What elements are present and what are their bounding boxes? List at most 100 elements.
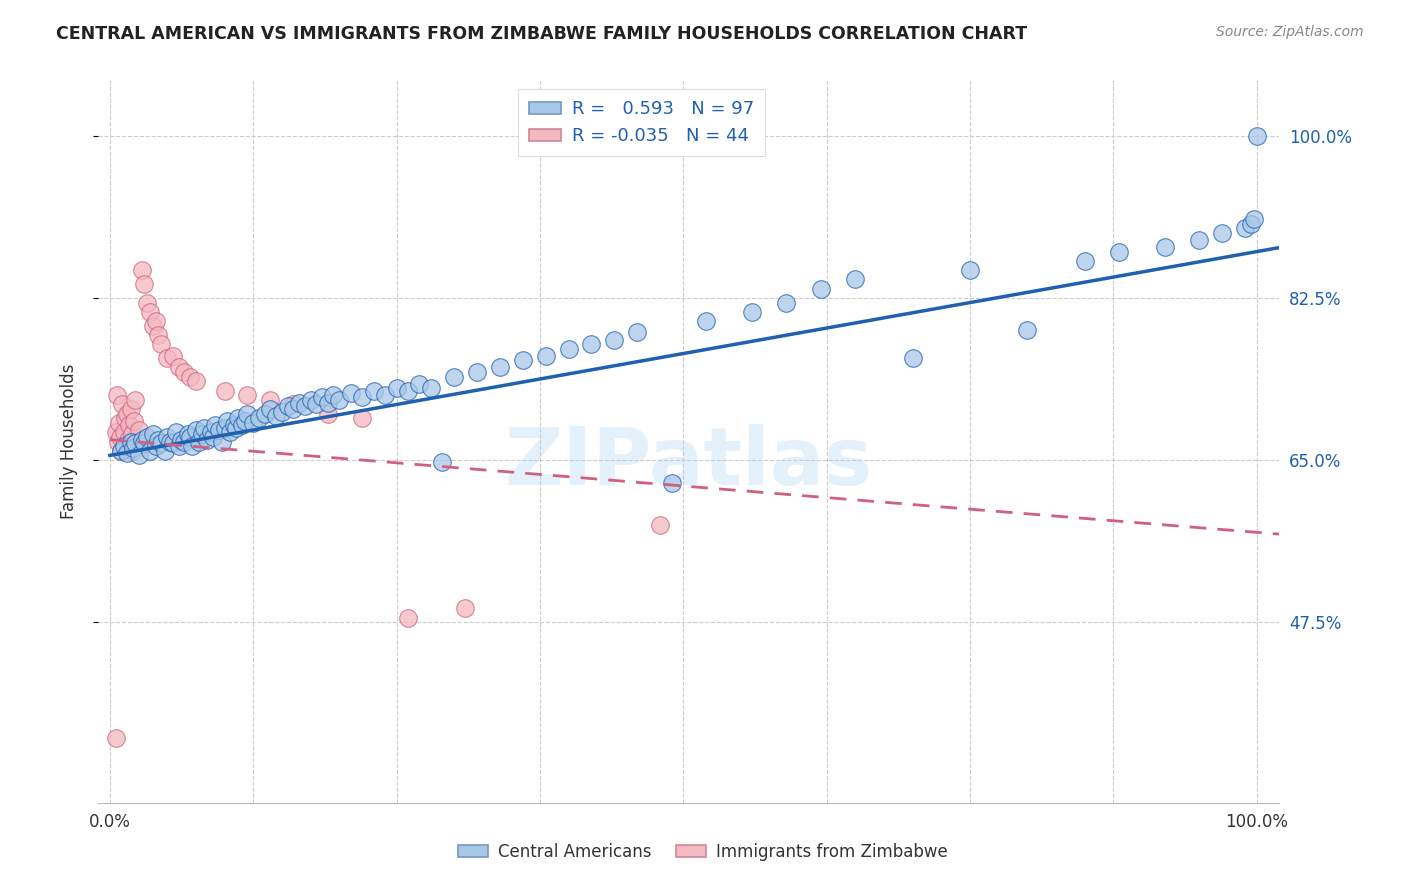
Point	[145, 314, 167, 328]
Point	[222, 417, 245, 432]
Point	[110, 443, 132, 458]
Point	[177, 427, 200, 442]
Point	[211, 434, 233, 449]
Point	[259, 392, 281, 407]
Point	[214, 384, 236, 398]
Point	[122, 414, 145, 428]
Point	[1243, 212, 1265, 227]
Point	[901, 351, 924, 366]
Point	[233, 414, 256, 428]
Point	[173, 434, 195, 449]
Point	[162, 349, 184, 363]
Y-axis label: Family Households: Family Households	[59, 364, 77, 519]
Point	[193, 420, 215, 434]
Point	[226, 411, 249, 425]
Point	[108, 430, 131, 444]
Point	[142, 318, 165, 333]
Point	[190, 427, 212, 442]
Point	[170, 433, 193, 447]
Point	[959, 263, 981, 277]
Text: CENTRAL AMERICAN VS IMMIGRANTS FROM ZIMBABWE FAMILY HOUSEHOLDS CORRELATION CHART: CENTRAL AMERICAN VS IMMIGRANTS FROM ZIMB…	[56, 25, 1028, 43]
Point	[443, 369, 465, 384]
Point	[184, 375, 207, 389]
Point	[111, 397, 134, 411]
Point	[225, 420, 247, 434]
Point	[311, 390, 333, 404]
Point	[135, 295, 157, 310]
Point	[396, 384, 419, 398]
Point	[294, 400, 316, 414]
Point	[121, 443, 143, 458]
Point	[236, 407, 259, 421]
Point	[150, 436, 173, 450]
Point	[236, 388, 259, 402]
Point	[775, 295, 797, 310]
Point	[142, 427, 165, 442]
Point	[1246, 128, 1268, 143]
Point	[1153, 240, 1175, 254]
Point	[204, 417, 226, 432]
Point	[557, 342, 579, 356]
Point	[270, 405, 292, 419]
Point	[131, 433, 153, 447]
Point	[104, 731, 127, 745]
Point	[374, 388, 396, 402]
Point	[167, 360, 190, 375]
Point	[253, 407, 276, 421]
Point	[339, 386, 361, 401]
Point	[128, 449, 150, 463]
Point	[352, 411, 374, 425]
Point	[454, 601, 477, 615]
Point	[179, 369, 201, 384]
Point	[741, 305, 763, 319]
Point	[115, 407, 138, 421]
Point	[465, 365, 488, 379]
Point	[215, 414, 238, 428]
Point	[112, 439, 135, 453]
Point	[121, 441, 143, 455]
Point	[1234, 221, 1257, 235]
Point	[432, 455, 454, 469]
Point	[247, 411, 270, 425]
Point	[115, 445, 138, 459]
Point	[162, 436, 184, 450]
Point	[202, 430, 225, 444]
Point	[626, 325, 648, 339]
Point	[385, 381, 408, 395]
Point	[134, 277, 156, 291]
Point	[150, 337, 173, 351]
Point	[108, 416, 131, 430]
Point	[165, 425, 187, 440]
Point	[208, 424, 231, 438]
Point	[118, 417, 141, 432]
Point	[124, 436, 146, 450]
Text: Source: ZipAtlas.com: Source: ZipAtlas.com	[1216, 25, 1364, 39]
Point	[121, 427, 143, 442]
Point	[650, 517, 672, 532]
Point	[283, 397, 305, 411]
Point	[277, 400, 299, 414]
Point	[328, 392, 350, 407]
Point	[316, 407, 339, 421]
Point	[661, 476, 683, 491]
Point	[322, 388, 344, 402]
Point	[1211, 226, 1233, 240]
Point	[299, 392, 322, 407]
Point	[134, 436, 156, 450]
Point	[128, 424, 150, 438]
Point	[603, 333, 626, 347]
Point	[131, 263, 153, 277]
Point	[1240, 217, 1263, 231]
Legend: R =   0.593   N = 97, R = -0.035   N = 44: R = 0.593 N = 97, R = -0.035 N = 44	[517, 89, 765, 156]
Point	[135, 430, 157, 444]
Point	[125, 434, 148, 449]
Point	[200, 425, 222, 440]
Point	[188, 434, 211, 449]
Point	[408, 377, 430, 392]
Point	[214, 420, 236, 434]
Point	[844, 272, 866, 286]
Point	[139, 305, 162, 319]
Point	[110, 443, 132, 458]
Point	[115, 439, 138, 453]
Point	[264, 409, 287, 423]
